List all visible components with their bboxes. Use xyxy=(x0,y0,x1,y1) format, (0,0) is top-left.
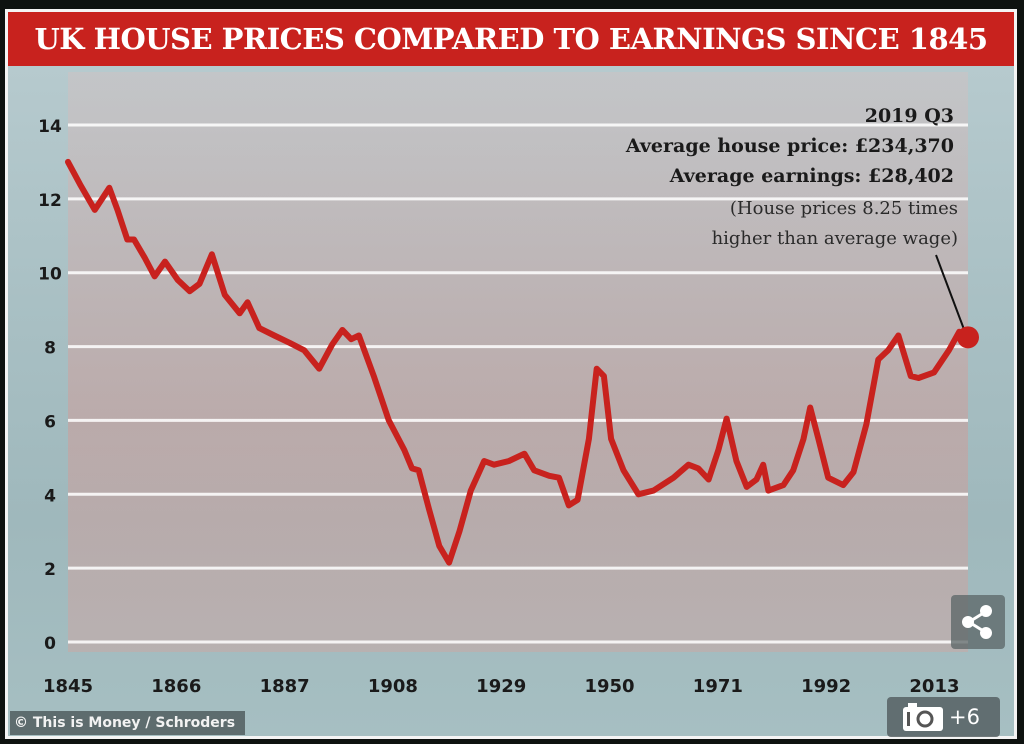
y-tick-label: 8 xyxy=(44,339,56,359)
annotation-house-price: Average house price: £234,370 xyxy=(625,135,954,157)
chart-title: UK HOUSE PRICES COMPARED TO EARNINGS SIN… xyxy=(8,12,1014,66)
y-tick-label: 10 xyxy=(38,265,62,285)
annotation-period: 2019 Q3 xyxy=(864,105,954,127)
y-tick-label: 4 xyxy=(44,486,56,506)
x-tick-label: 1971 xyxy=(693,676,743,697)
chart-panel xyxy=(8,12,1014,736)
latest-data-point xyxy=(957,326,979,349)
x-tick-label: 1929 xyxy=(476,676,526,697)
x-tick-label: 2013 xyxy=(909,676,959,697)
chart-background-photo xyxy=(68,72,968,652)
y-tick-label: 12 xyxy=(38,191,62,211)
x-tick-label: 1845 xyxy=(43,676,93,697)
x-tick-label: 1887 xyxy=(260,676,310,697)
share-icon xyxy=(962,605,992,639)
annotation-note-line1: (House prices 8.25 times xyxy=(729,198,958,219)
share-button[interactable] xyxy=(951,595,1005,649)
annotation-leader-line xyxy=(935,254,965,330)
x-tick-label: 1950 xyxy=(584,676,634,697)
gallery-count: +6 xyxy=(949,705,980,729)
x-tick-label: 1908 xyxy=(368,676,418,697)
y-tick-label: 0 xyxy=(44,634,56,654)
y-tick-label: 6 xyxy=(44,412,56,432)
annotation-note-line2: higher than average wage) xyxy=(711,228,958,249)
series-line xyxy=(65,158,971,566)
y-tick-label: 14 xyxy=(38,117,62,137)
x-tick-label: 1866 xyxy=(151,676,201,697)
photo-gallery-button[interactable]: +6 xyxy=(887,697,1000,737)
y-tick-label: 2 xyxy=(44,560,56,580)
x-tick-label: 1992 xyxy=(801,676,851,697)
annotation-earnings: Average earnings: £28,402 xyxy=(669,165,954,187)
camera-icon xyxy=(903,703,943,731)
source-credit: © This is Money / Schroders xyxy=(10,711,246,735)
